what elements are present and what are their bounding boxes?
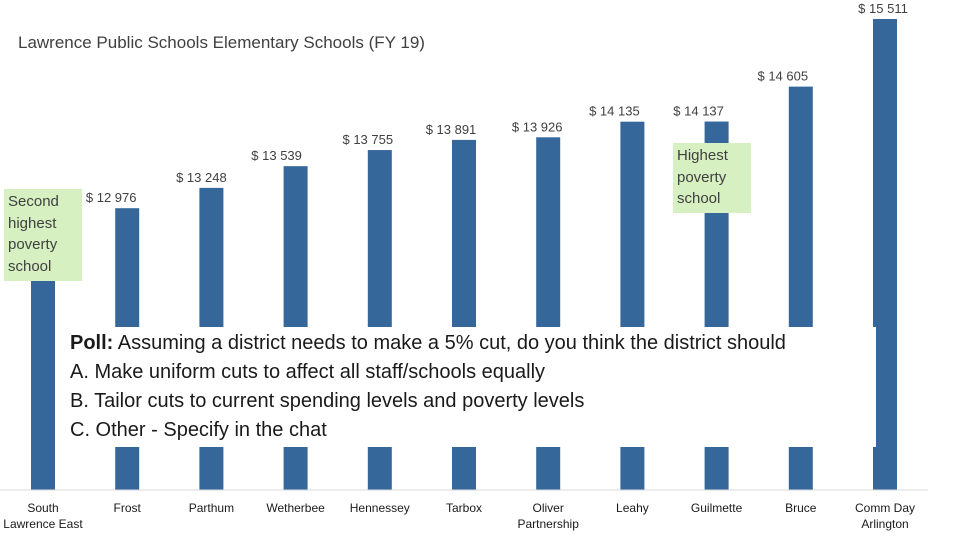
poll-option-a: A. Make uniform cuts to affect all staff… [70, 361, 546, 383]
annotation-line: Second [8, 193, 59, 210]
value-label: $ 13 891 [426, 122, 477, 137]
value-label: $ 14 605 [757, 69, 808, 84]
bar [873, 19, 897, 490]
category-label: Oliver [533, 501, 564, 515]
category-label: Frost [114, 501, 142, 515]
value-label: $ 15 511 [858, 1, 908, 16]
value-label: $ 13 926 [512, 119, 563, 134]
annotation-line: school [677, 190, 721, 207]
category-label: Tarbox [446, 501, 482, 515]
bar [31, 255, 55, 490]
annotation-highest-poverty: Highest poverty school [673, 143, 751, 213]
category-labels-group: South Lawrence East Frost Parthum Wetherbee H… [3, 501, 915, 531]
value-labels-group: $ 12 346$ 12 976$ 13 248$ 13 539$ 13 755… [10, 1, 908, 252]
value-label: $ 13 755 [342, 132, 393, 147]
value-label: $ 14 137 [673, 104, 724, 119]
poll-question: Poll: Assuming a district needs to make … [70, 329, 872, 358]
poll-box: Poll: Assuming a district needs to make … [66, 327, 876, 447]
category-label: Lawrence East [3, 517, 83, 531]
annotation-line: school [8, 257, 52, 275]
value-label: $ 13 539 [251, 148, 302, 163]
category-label: Comm Day [855, 501, 915, 515]
value-label: $ 14 135 [589, 104, 640, 119]
category-label: Partnership [518, 517, 580, 531]
poll-question-text: Assuming a district needs to make a 5% c… [113, 332, 786, 354]
category-label: Wetherbee [266, 501, 325, 515]
category-label: South [27, 501, 58, 515]
category-label: Hennessey [350, 501, 410, 515]
annotation-line: highest [8, 214, 57, 232]
annotation-line: poverty [8, 236, 58, 253]
annotation-line: Highest [677, 147, 728, 164]
category-label: Guilmette [691, 501, 743, 515]
annotation-line: poverty [677, 168, 727, 186]
annotation-second-highest-poverty: Second highest poverty school [4, 189, 82, 281]
category-label: Parthum [189, 501, 234, 515]
value-label: $ 13 248 [176, 170, 227, 185]
category-label: Arlington [861, 517, 908, 531]
category-label: Bruce [785, 501, 817, 515]
chart-title: Lawrence Public Schools Elementary Schoo… [18, 33, 425, 52]
value-label: $ 12 976 [86, 190, 137, 205]
poll-option-c: C. Other - Specify in the chat [70, 419, 327, 441]
category-label: Leahy [616, 501, 649, 515]
poll-option-b: B. Tailor cuts to current spending level… [70, 390, 585, 412]
poll-label: Poll: [70, 332, 114, 354]
